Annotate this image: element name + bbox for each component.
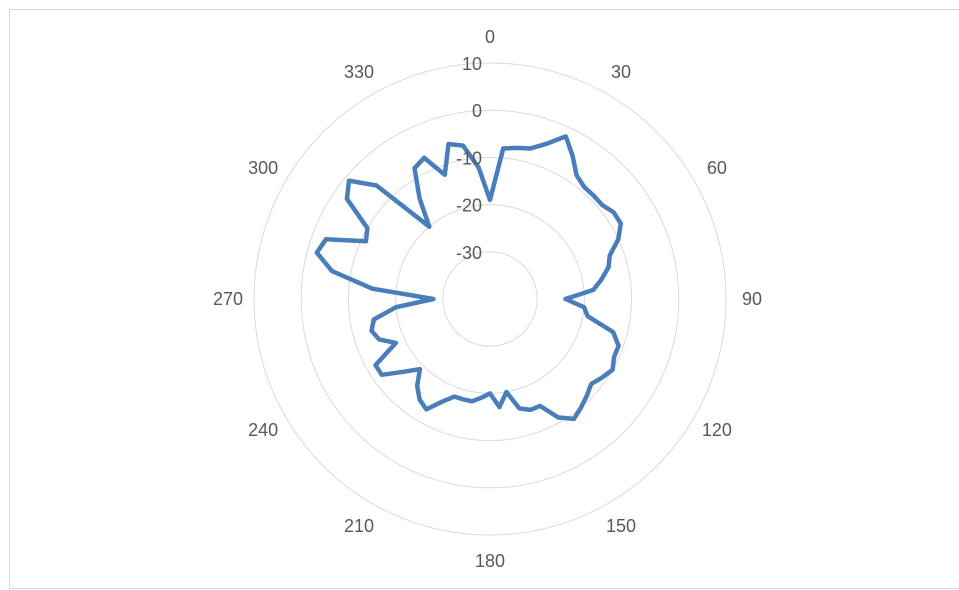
angle-tick-label: 270 xyxy=(213,289,243,309)
angle-tick-label: 150 xyxy=(606,516,636,536)
radial-tick-label: 0 xyxy=(472,101,482,121)
angle-tick-label: 30 xyxy=(611,62,631,82)
angle-tick-label: 240 xyxy=(248,420,278,440)
angle-tick-label: 90 xyxy=(742,289,762,309)
series-line xyxy=(314,134,624,422)
grid-ring xyxy=(300,109,680,489)
angle-tick-label: 0 xyxy=(485,27,495,47)
radial-tick-label: -20 xyxy=(456,196,482,216)
grid-ring xyxy=(347,156,633,442)
grid-ring xyxy=(253,62,727,536)
angle-tick-label: 210 xyxy=(344,516,374,536)
radial-tick-label: -30 xyxy=(456,243,482,263)
grid-ring xyxy=(442,251,538,347)
chart-area: -30 -20 -10 0 10 0 30 60 90 120 150 180 210 240 270 300… xyxy=(9,9,959,589)
angle-tick-label: 120 xyxy=(702,420,732,440)
radial-tick-label: -10 xyxy=(456,148,482,168)
angle-tick-label: 330 xyxy=(344,62,374,82)
radar-chart: -30-20-100100306090120150180210240270300… xyxy=(213,27,762,571)
angle-tick-label: 60 xyxy=(707,158,727,178)
angle-tick-label: 300 xyxy=(248,158,278,178)
angle-tick-label: 180 xyxy=(475,551,505,571)
radial-tick-label: 10 xyxy=(462,54,482,74)
